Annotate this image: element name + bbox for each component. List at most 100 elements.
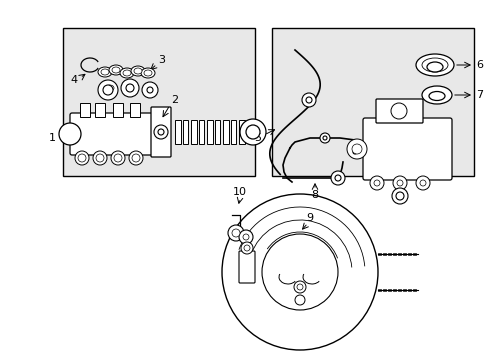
Bar — [239, 120, 244, 144]
Circle shape — [132, 154, 140, 162]
Circle shape — [351, 144, 361, 154]
Ellipse shape — [415, 54, 453, 76]
Text: 1: 1 — [48, 133, 55, 143]
Bar — [130, 103, 140, 117]
Circle shape — [334, 175, 340, 181]
Ellipse shape — [134, 68, 142, 74]
Bar — [382, 289, 385, 291]
Circle shape — [391, 188, 407, 204]
Ellipse shape — [112, 67, 120, 73]
Circle shape — [319, 133, 329, 143]
Circle shape — [244, 245, 249, 251]
Circle shape — [240, 119, 265, 145]
Circle shape — [296, 284, 303, 290]
Text: 5: 5 — [254, 133, 261, 143]
Circle shape — [231, 229, 240, 237]
Circle shape — [305, 97, 311, 103]
Bar — [223, 120, 228, 144]
Bar — [199, 120, 203, 144]
Text: 7: 7 — [475, 90, 483, 100]
Text: 2: 2 — [171, 95, 178, 105]
Text: 3: 3 — [158, 55, 165, 65]
Ellipse shape — [120, 68, 134, 78]
Bar — [206, 120, 213, 144]
Bar — [271, 28, 473, 176]
Ellipse shape — [421, 58, 447, 72]
Bar — [392, 289, 395, 291]
Circle shape — [98, 80, 118, 100]
Circle shape — [59, 123, 81, 145]
Circle shape — [293, 281, 305, 293]
Circle shape — [396, 180, 402, 186]
Circle shape — [390, 103, 406, 119]
Circle shape — [369, 176, 383, 190]
Bar — [63, 28, 254, 176]
Bar — [397, 289, 400, 291]
Ellipse shape — [106, 85, 114, 91]
Ellipse shape — [123, 70, 131, 76]
Circle shape — [114, 154, 122, 162]
Circle shape — [262, 234, 337, 310]
Circle shape — [373, 180, 379, 186]
Text: 8: 8 — [311, 190, 318, 200]
Text: 4: 4 — [70, 75, 78, 85]
Bar — [183, 120, 187, 144]
Circle shape — [103, 85, 113, 95]
Circle shape — [241, 242, 252, 254]
Circle shape — [78, 154, 86, 162]
Bar — [175, 120, 181, 144]
Circle shape — [323, 136, 326, 140]
Bar — [412, 289, 415, 291]
Bar — [407, 289, 410, 291]
Ellipse shape — [141, 68, 155, 78]
Bar — [215, 120, 220, 144]
Ellipse shape — [131, 66, 145, 76]
Circle shape — [243, 234, 248, 240]
Circle shape — [239, 230, 252, 244]
Circle shape — [346, 139, 366, 159]
FancyBboxPatch shape — [239, 251, 254, 283]
Bar — [412, 253, 415, 255]
Ellipse shape — [143, 70, 152, 76]
FancyBboxPatch shape — [362, 118, 451, 180]
Circle shape — [395, 192, 403, 200]
Bar — [191, 120, 197, 144]
Circle shape — [419, 180, 425, 186]
Bar — [402, 289, 405, 291]
Circle shape — [227, 225, 244, 241]
Text: 9: 9 — [306, 213, 313, 223]
Circle shape — [349, 147, 359, 157]
Bar — [230, 120, 236, 144]
Circle shape — [222, 194, 377, 350]
Circle shape — [111, 151, 125, 165]
Circle shape — [129, 151, 142, 165]
Bar — [407, 253, 410, 255]
FancyBboxPatch shape — [375, 99, 422, 123]
Circle shape — [415, 176, 429, 190]
Bar — [387, 253, 390, 255]
Bar — [392, 253, 395, 255]
Circle shape — [147, 87, 153, 93]
Circle shape — [302, 93, 315, 107]
Circle shape — [294, 295, 305, 305]
Circle shape — [121, 79, 139, 97]
Circle shape — [352, 150, 356, 154]
Text: 6: 6 — [475, 60, 483, 70]
Bar — [382, 253, 385, 255]
Circle shape — [245, 125, 260, 139]
Ellipse shape — [421, 86, 451, 104]
Bar — [113, 103, 123, 117]
FancyBboxPatch shape — [70, 113, 163, 155]
Bar — [95, 103, 105, 117]
Text: 10: 10 — [232, 187, 246, 197]
Circle shape — [93, 151, 107, 165]
Bar — [377, 253, 380, 255]
Bar — [80, 103, 90, 117]
Bar — [397, 253, 400, 255]
Circle shape — [126, 84, 134, 92]
FancyBboxPatch shape — [151, 107, 171, 157]
Circle shape — [96, 154, 104, 162]
Circle shape — [392, 176, 406, 190]
Circle shape — [330, 171, 345, 185]
Ellipse shape — [101, 69, 109, 75]
